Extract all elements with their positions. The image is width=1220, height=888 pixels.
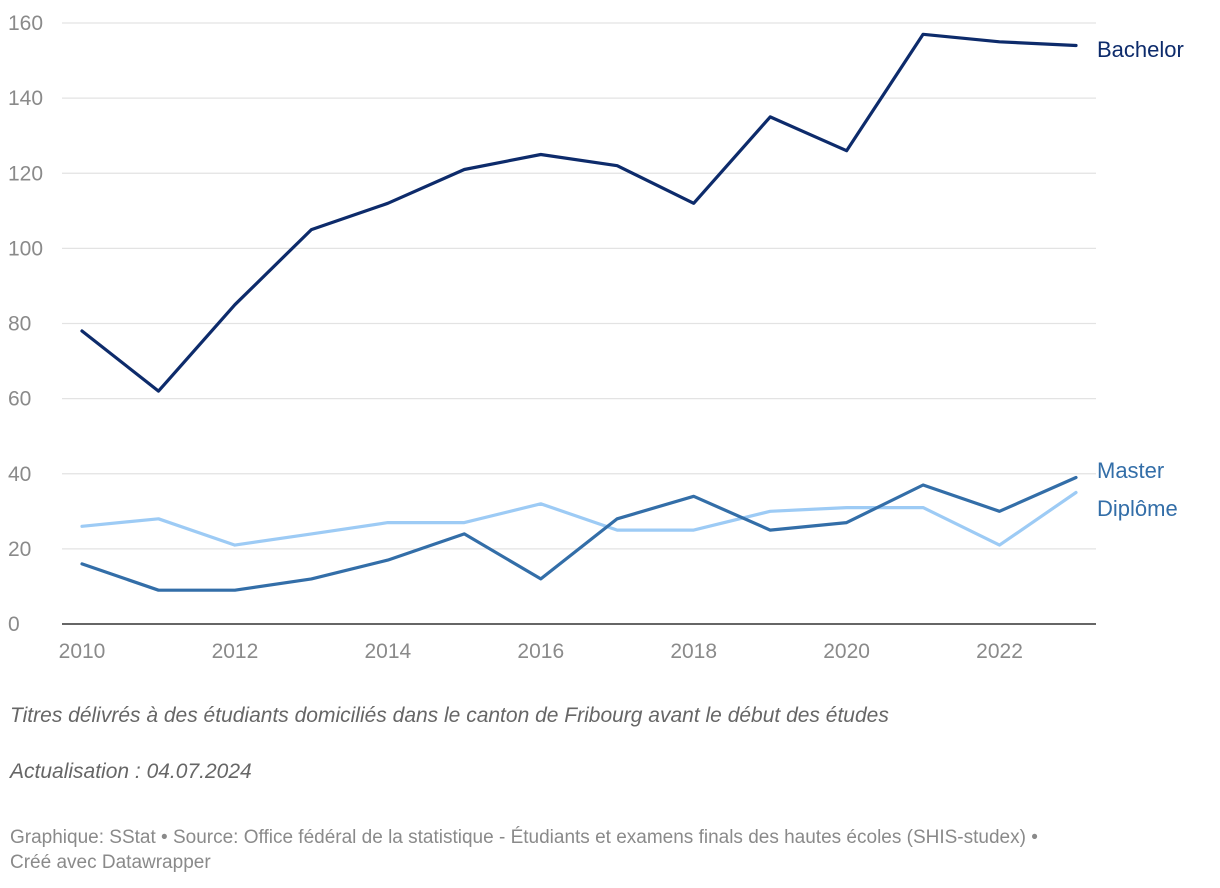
x-tick-label-2010: 2010 — [59, 640, 106, 663]
series-lines — [80, 32, 1078, 592]
y-tick-label-20: 20 — [8, 538, 31, 561]
y-tick-label-40: 40 — [8, 463, 31, 486]
y-tick-label-160: 160 — [8, 12, 43, 35]
series-labels: Bachelor Master Diplôme — [1097, 37, 1184, 521]
y-tick-label-80: 80 — [8, 313, 31, 336]
series-label-diplme: Diplôme — [1097, 496, 1178, 521]
y-tick-label-0: 0 — [8, 613, 20, 636]
source-credit: Graphique: SStat • Source: Office fédéra… — [10, 827, 1038, 848]
y-tick-label-140: 140 — [8, 87, 43, 110]
x-tick-label-2012: 2012 — [212, 640, 259, 663]
series-line-diplme — [80, 490, 1078, 547]
series-label-master: Master — [1097, 458, 1164, 483]
series-line-master — [80, 475, 1078, 592]
series-line-bachelor — [80, 32, 1078, 393]
y-tick-label-60: 60 — [8, 388, 31, 411]
y-axis-ticks: 0 20 40 60 80 100 120 140 160 — [8, 12, 43, 636]
x-tick-label-2014: 2014 — [364, 640, 411, 663]
chart-footer: Graphique: SStat • Source: Office fédéra… — [10, 825, 1200, 875]
update-date: Actualisation : 04.07.2024 — [10, 760, 252, 783]
datawrapper-credit: Créé avec Datawrapper — [10, 852, 211, 873]
series-label-bachelor: Bachelor — [1097, 37, 1184, 62]
x-tick-label-2022: 2022 — [976, 640, 1023, 663]
y-tick-label-100: 100 — [8, 237, 43, 260]
x-tick-label-2020: 2020 — [823, 640, 870, 663]
x-tick-label-2018: 2018 — [670, 640, 717, 663]
gridlines — [62, 22, 1096, 550]
chart-description: Titres délivrés à des étudiants domicili… — [10, 704, 889, 727]
x-tick-label-2016: 2016 — [517, 640, 564, 663]
x-axis-ticks: 2010 2012 2014 2016 2018 2020 2022 — [59, 640, 1023, 663]
y-tick-label-120: 120 — [8, 162, 43, 185]
